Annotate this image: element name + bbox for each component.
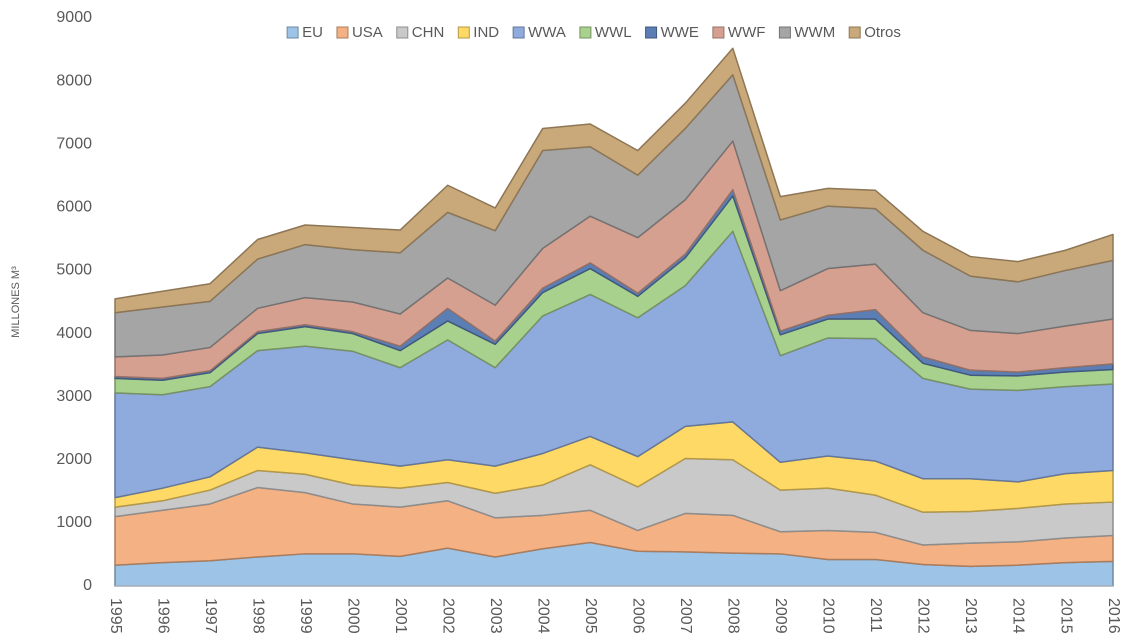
x-tick-label: 2009 bbox=[772, 598, 789, 634]
x-tick-label: 2007 bbox=[677, 598, 694, 634]
x-tick-label: 1995 bbox=[107, 598, 124, 634]
legend-swatch bbox=[579, 26, 592, 39]
legend-swatch bbox=[848, 26, 861, 39]
x-tick-label: 2013 bbox=[962, 598, 979, 634]
y-tick-label: 9000 bbox=[56, 9, 92, 26]
legend-swatch bbox=[457, 26, 470, 39]
x-tick-label: 2001 bbox=[392, 598, 409, 634]
legend-swatch bbox=[645, 26, 658, 39]
x-tick-label: 2015 bbox=[1057, 598, 1074, 634]
x-tick-label: 2000 bbox=[344, 598, 361, 634]
x-tick-label: 2006 bbox=[630, 598, 647, 634]
legend-label: WWL bbox=[595, 24, 632, 41]
x-tick-label: 2004 bbox=[534, 598, 551, 634]
legend-label: WWM bbox=[794, 24, 835, 41]
x-tick-label: 2005 bbox=[582, 598, 599, 634]
x-tick-label: 2008 bbox=[725, 598, 742, 634]
y-tick-label: 8000 bbox=[56, 72, 92, 89]
x-tick-label: 2003 bbox=[487, 598, 504, 634]
x-tick-label: 1996 bbox=[154, 598, 171, 634]
x-tick-label: 2014 bbox=[1010, 598, 1027, 634]
y-tick-label: 5000 bbox=[56, 262, 92, 279]
legend-label: IND bbox=[473, 24, 499, 41]
y-tick-label: 6000 bbox=[56, 199, 92, 216]
y-tick-label: 7000 bbox=[56, 135, 92, 152]
y-tick-label: 4000 bbox=[56, 325, 92, 342]
x-tick-label: 1997 bbox=[202, 598, 219, 634]
legend-label: WWF bbox=[728, 24, 765, 41]
legend-swatch bbox=[396, 26, 409, 39]
x-tick-label: 2012 bbox=[915, 598, 932, 634]
y-tick-label: 0 bbox=[83, 577, 92, 594]
legend-swatch bbox=[712, 26, 725, 39]
x-tick-label: 1998 bbox=[249, 598, 266, 634]
x-tick-label: 2011 bbox=[867, 598, 884, 633]
y-tick-label: 1000 bbox=[56, 514, 92, 531]
legend-label: WWA bbox=[528, 24, 566, 41]
y-tick-label: 3000 bbox=[56, 388, 92, 405]
legend-swatch bbox=[778, 26, 791, 39]
legend-label: WWE bbox=[661, 24, 699, 41]
legend-label: CHN bbox=[412, 24, 445, 41]
y-tick-label: 2000 bbox=[56, 451, 92, 468]
legend-swatch bbox=[286, 26, 299, 39]
x-tick-label: 2002 bbox=[439, 598, 456, 634]
x-tick-label: 2016 bbox=[1105, 598, 1122, 634]
legend-label: Otros bbox=[864, 24, 901, 41]
legend-swatch bbox=[336, 26, 349, 39]
x-tick-label: 1999 bbox=[297, 598, 314, 634]
y-axis-label: MILLONES M³ bbox=[10, 266, 22, 338]
area bbox=[114, 47, 1114, 314]
legend-label: USA bbox=[352, 24, 383, 41]
legend-label: EU bbox=[302, 24, 323, 41]
x-tick-label: 2010 bbox=[820, 598, 837, 634]
legend-swatch bbox=[512, 26, 525, 39]
